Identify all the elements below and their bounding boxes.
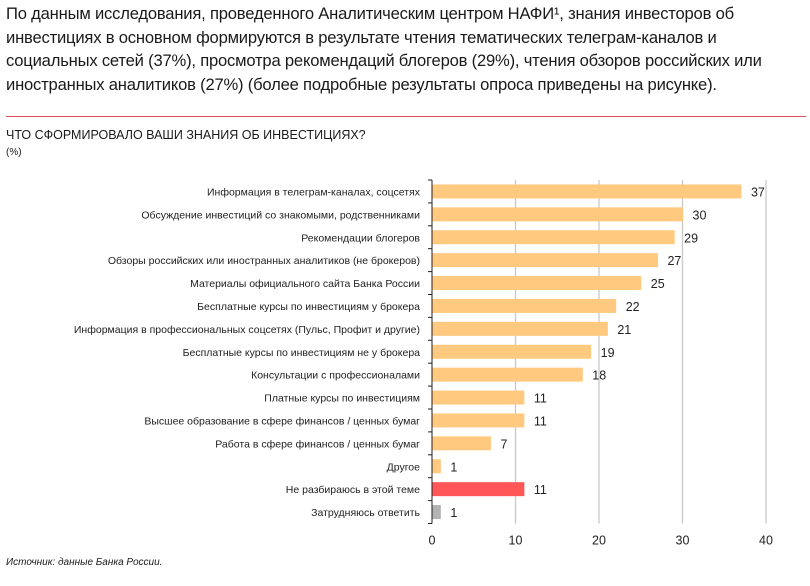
value-label: 1 [450, 460, 457, 474]
value-label: 30 [693, 208, 707, 222]
category-label: Работа в сфере финансов / ценных бумаг [215, 438, 420, 450]
bar [432, 321, 608, 336]
x-tick-label: 10 [509, 534, 523, 548]
x-tick-label: 30 [676, 534, 690, 548]
value-label: 25 [651, 277, 665, 291]
value-label: 27 [667, 254, 681, 268]
value-label: 11 [534, 414, 547, 428]
x-tick-label: 40 [759, 534, 773, 548]
category-label: Материалы официального сайта Банка Росси… [190, 278, 420, 290]
category-label: Бесплатные курсы по инвестициям у брокер… [197, 301, 420, 313]
bar [432, 390, 525, 405]
bar [432, 276, 642, 291]
value-label: 11 [534, 392, 547, 406]
bar [432, 459, 441, 474]
intro-paragraph: По данным исследования, проведенного Ана… [6, 4, 762, 94]
bar [432, 207, 683, 222]
category-label: Высшее образование в сфере финансов / це… [144, 415, 420, 427]
divider [6, 116, 806, 117]
bar [432, 367, 583, 382]
category-label: Информация в телеграм-каналах, соцсетях [207, 186, 421, 198]
category-label: Обсуждение инвестиций со знакомыми, родс… [141, 209, 420, 221]
category-label: Затрудняюсь ответить [311, 507, 420, 519]
category-label: Бесплатные курсы по инвестициям не у бро… [183, 347, 421, 359]
value-label: 21 [617, 323, 631, 337]
value-label: 7 [500, 437, 507, 451]
bar [432, 505, 441, 520]
bar [432, 344, 592, 359]
category-label: Информация в профессиональных соцсетях (… [74, 324, 420, 336]
value-label: 11 [534, 483, 547, 497]
x-tick-label: 0 [429, 534, 436, 548]
bar-chart: 0 10 20 30 40 Информация в телеграм-каналах, … [74, 179, 773, 548]
value-label: 37 [751, 185, 765, 199]
value-label: 19 [601, 346, 615, 360]
bar [432, 230, 675, 245]
category-label: Платные курсы по инвестициям [264, 393, 420, 405]
category-label: Не разбираюсь в этой теме [286, 484, 420, 496]
chart-unit: (%) [6, 147, 22, 158]
bar [432, 253, 658, 268]
bar [432, 184, 742, 199]
category-label: Консультации с профессионалами [251, 370, 420, 382]
value-label: 1 [450, 506, 457, 520]
category-label: Рекомендации блогеров [301, 232, 420, 244]
chart-title: ЧТО СФОРМИРОВАЛО ВАШИ ЗНАНИЯ ОБ ИНВЕСТИЦ… [6, 128, 366, 142]
x-tick-label: 20 [592, 534, 606, 548]
source-note: Источник: данные Банка России. [6, 557, 163, 568]
bar [432, 413, 525, 428]
category-label: Другое [387, 461, 421, 473]
bar [432, 298, 617, 313]
value-label: 29 [684, 231, 698, 245]
bar [432, 436, 491, 451]
value-label: 22 [626, 300, 640, 314]
value-label: 18 [592, 369, 606, 383]
bar [432, 482, 525, 497]
category-label: Обзоры российских или иностранных аналит… [108, 255, 420, 267]
